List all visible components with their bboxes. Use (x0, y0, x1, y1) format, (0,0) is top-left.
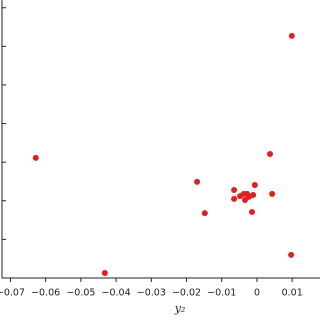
x-tick-label: 0.01 (282, 288, 303, 299)
x-tick-label: −0.05 (66, 288, 95, 299)
point (231, 195, 238, 202)
point (201, 210, 208, 217)
point (194, 178, 201, 185)
point (250, 191, 257, 198)
x-tick-label: −0.07 (0, 288, 25, 299)
x-tick-label: −0.03 (137, 288, 166, 299)
point (269, 190, 276, 197)
point (101, 269, 108, 276)
point (32, 154, 39, 161)
x-tick-label: −0.04 (102, 288, 131, 299)
point (288, 32, 295, 39)
x-tick-label: −0.01 (207, 288, 236, 299)
x-tick-label: −0.02 (172, 288, 201, 299)
point (266, 151, 273, 158)
x-axis-label: y₂ (174, 302, 186, 315)
x-tick-label: 0 (254, 288, 260, 299)
point (288, 251, 295, 258)
point (251, 181, 258, 188)
point (231, 186, 238, 193)
x-tick-label: −0.06 (31, 288, 60, 299)
point (249, 208, 256, 215)
